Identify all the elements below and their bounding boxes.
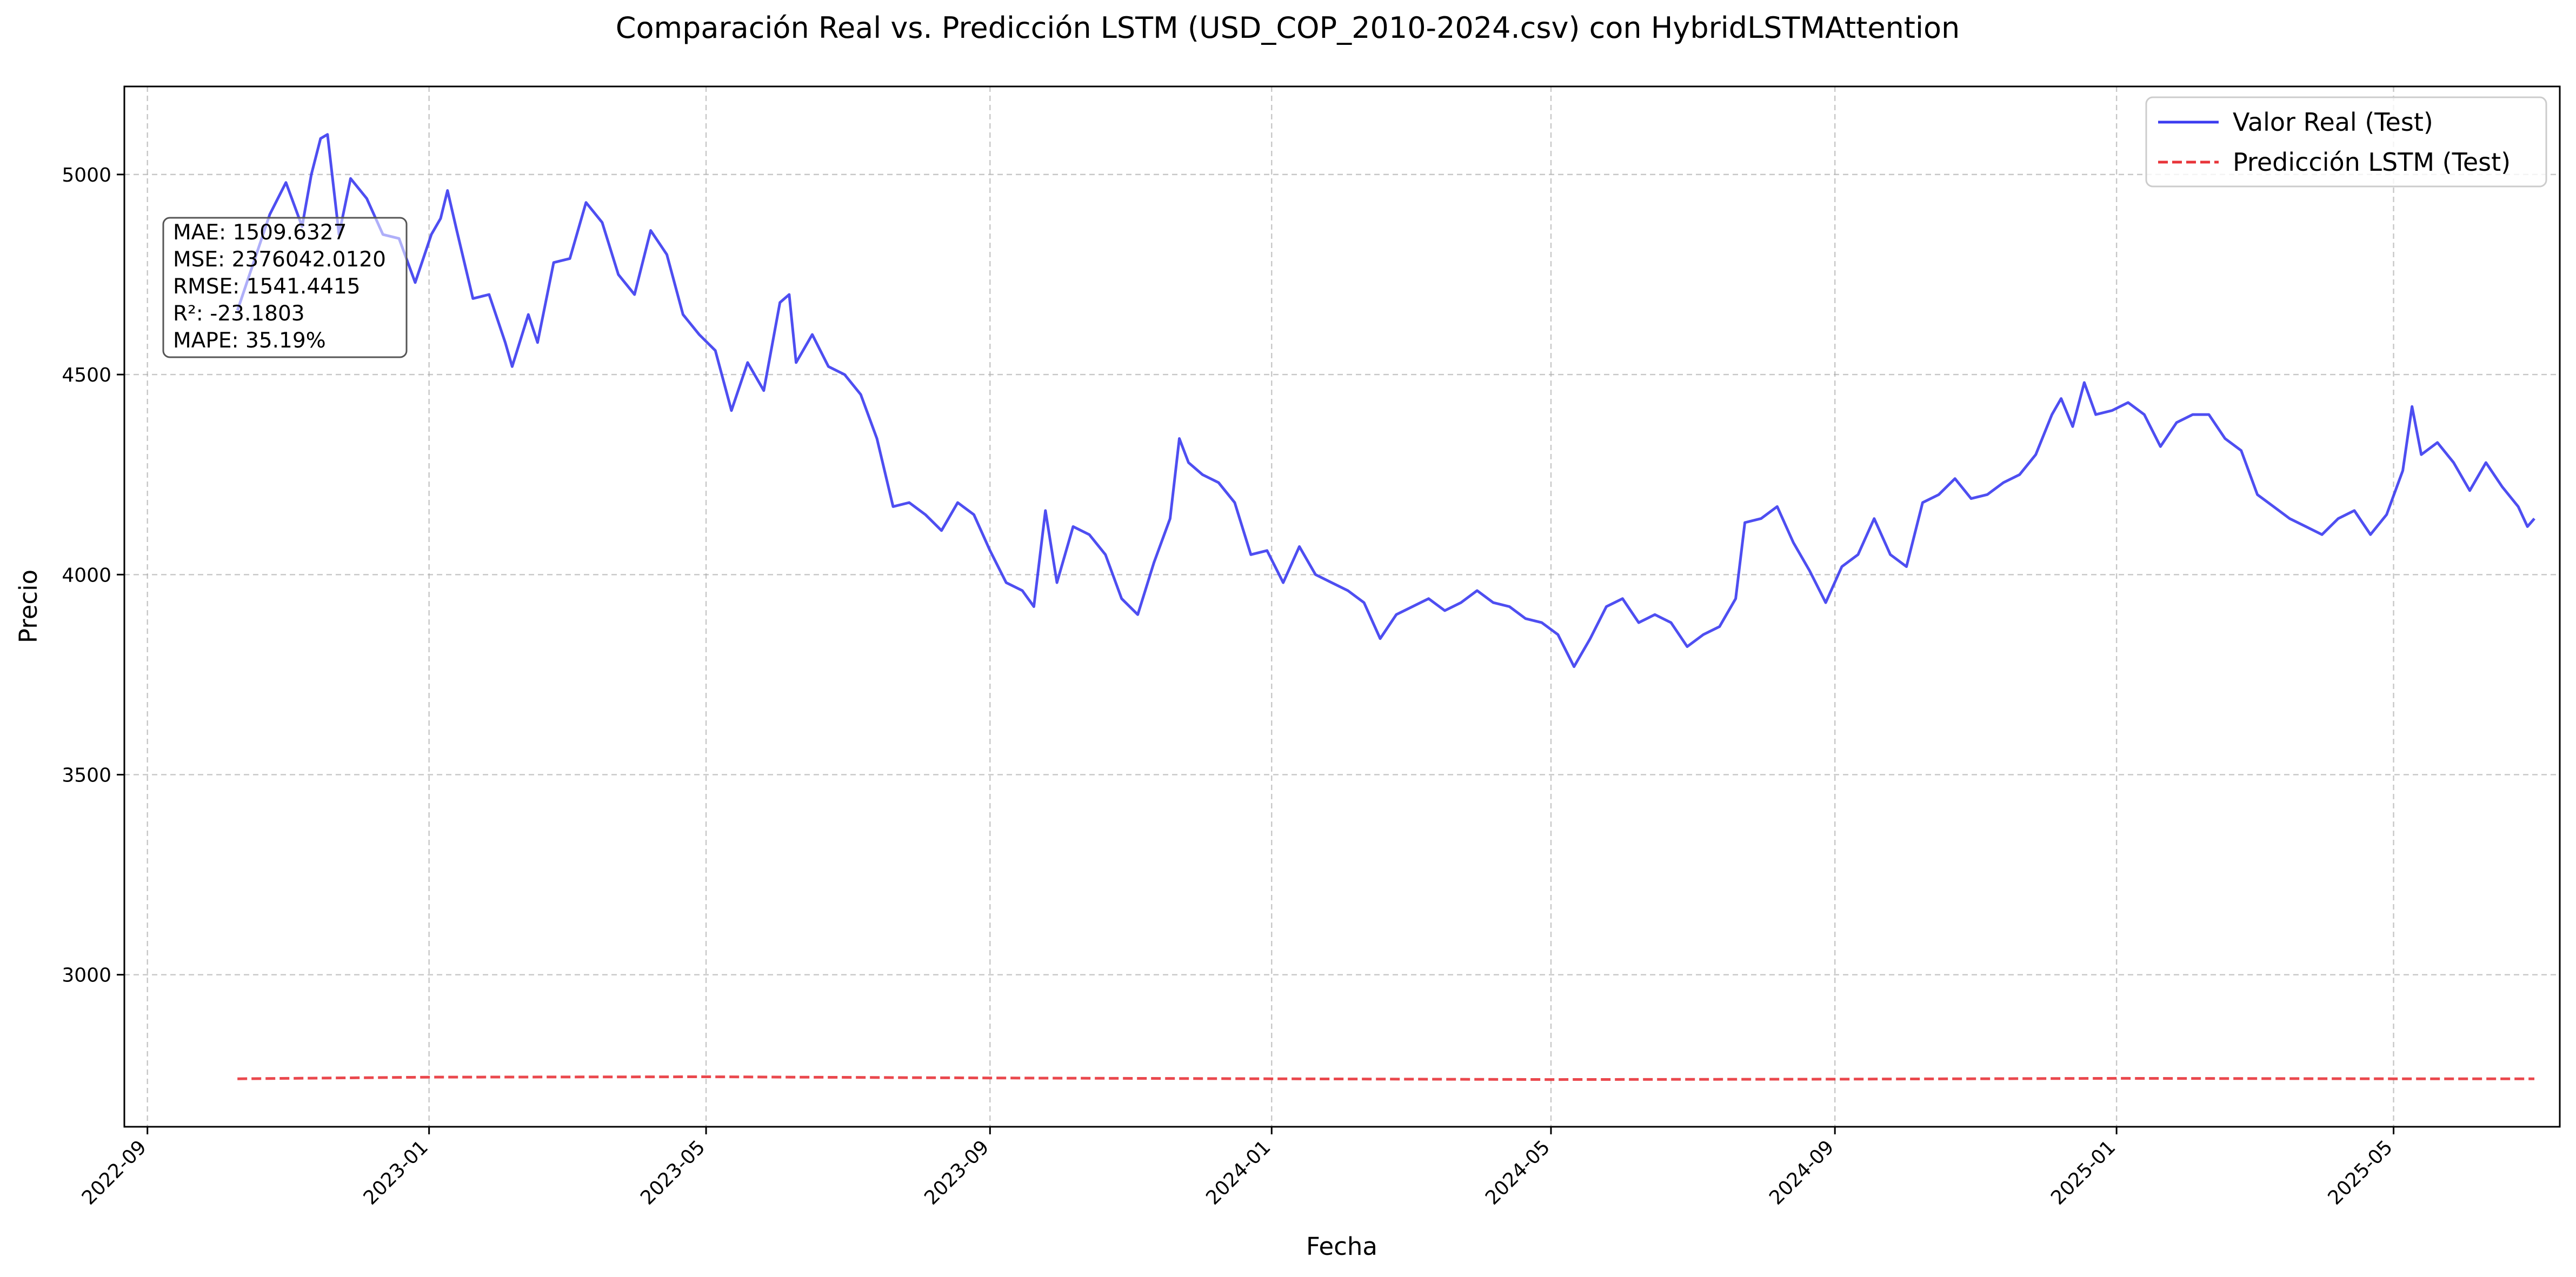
y-tick-label: 3500 (62, 764, 111, 786)
chart-title: Comparación Real vs. Predicción LSTM (US… (616, 11, 1960, 45)
metric-mape: MAPE: 35.19% (173, 329, 326, 353)
plot-frame (123, 85, 2561, 1128)
series-line-real (236, 133, 2535, 668)
y-axis-ticks: 3000 3500 4000 4500 5000 (62, 164, 124, 987)
legend: Valor Real (Test) Predicción LSTM (Test) (2145, 96, 2547, 188)
y-tick-label: 4000 (62, 564, 111, 586)
metric-mse: MSE: 2376042.0120 (173, 248, 386, 272)
y-tick-label: 5000 (62, 164, 111, 186)
y-axis-title: Precio (14, 570, 43, 643)
y-tick-label: 3000 (62, 965, 111, 987)
legend-label-prediction: Predicción LSTM (Test) (2233, 148, 2511, 177)
metric-rmse: RMSE: 1541.4415 (173, 275, 361, 299)
series-lines (236, 133, 2535, 1081)
y-tick-label: 4500 (62, 364, 111, 386)
x-axis-title: Fecha (1306, 1232, 1377, 1261)
series-line-prediction (237, 1075, 2534, 1081)
metric-r2: R²: -23.1803 (173, 302, 305, 326)
metrics-box: MAE: 1509.6327 MSE: 2376042.0120 RMSE: 1… (162, 217, 408, 358)
metric-mae: MAE: 1509.6327 (173, 220, 347, 245)
legend-label-real: Valor Real (Test) (2233, 108, 2433, 137)
grid-lines (124, 86, 2560, 1127)
